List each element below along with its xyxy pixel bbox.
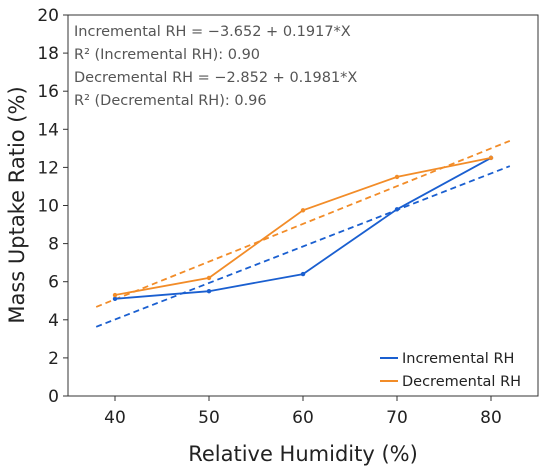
y-tick-label: 12 — [37, 158, 59, 178]
x-tick-label: 80 — [480, 408, 502, 428]
legend-label: Decremental RH — [402, 374, 521, 390]
fit-line — [95, 165, 511, 328]
y-tick-label: 18 — [37, 44, 59, 64]
y-tick-label: 2 — [48, 349, 59, 369]
x-tick-label: 40 — [104, 408, 126, 428]
legend: Incremental RH Decremental RH — [380, 351, 521, 390]
x-axis-ticks: 40 50 60 70 80 — [104, 396, 502, 428]
fit-lines — [95, 140, 511, 328]
data-point — [394, 207, 400, 212]
data-point — [112, 296, 118, 302]
data-point — [488, 155, 494, 161]
y-tick-label: 16 — [37, 82, 59, 102]
y-tick-label: 6 — [48, 273, 59, 293]
equation-annotation: Incremental RH = −3.652 + 0.1917*X — [74, 24, 351, 40]
y-tick-label: 10 — [37, 197, 59, 217]
data-point — [300, 271, 306, 277]
data-point — [206, 289, 212, 294]
y-tick-label: 8 — [48, 235, 59, 255]
data-point — [394, 174, 400, 180]
series-lines — [112, 155, 494, 302]
annotations: Incremental RH = −3.652 + 0.1917*X R² (In… — [74, 24, 357, 109]
y-tick-label: 14 — [37, 120, 59, 140]
x-tick-label: 70 — [386, 408, 408, 428]
x-tick-label: 50 — [198, 408, 220, 428]
data-point — [206, 275, 212, 281]
y-axis-label: Mass Uptake Ratio (%) — [5, 86, 29, 323]
equation-annotation: R² (Decremental RH): 0.96 — [74, 93, 267, 109]
y-tick-label: 20 — [37, 6, 59, 26]
y-tick-label: 4 — [48, 311, 59, 331]
equation-annotation: R² (Incremental RH): 0.90 — [74, 47, 260, 63]
x-tick-label: 60 — [292, 408, 314, 428]
legend-label: Incremental RH — [402, 351, 514, 367]
equation-annotation: Decremental RH = −2.852 + 0.1981*X — [74, 70, 357, 86]
y-axis-ticks: 0 2 4 6 8 10 12 14 16 18 20 — [37, 6, 68, 407]
data-point — [112, 292, 118, 298]
x-axis-label: Relative Humidity (%) — [188, 442, 418, 466]
data-point — [300, 208, 306, 213]
y-tick-label: 0 — [48, 387, 59, 407]
